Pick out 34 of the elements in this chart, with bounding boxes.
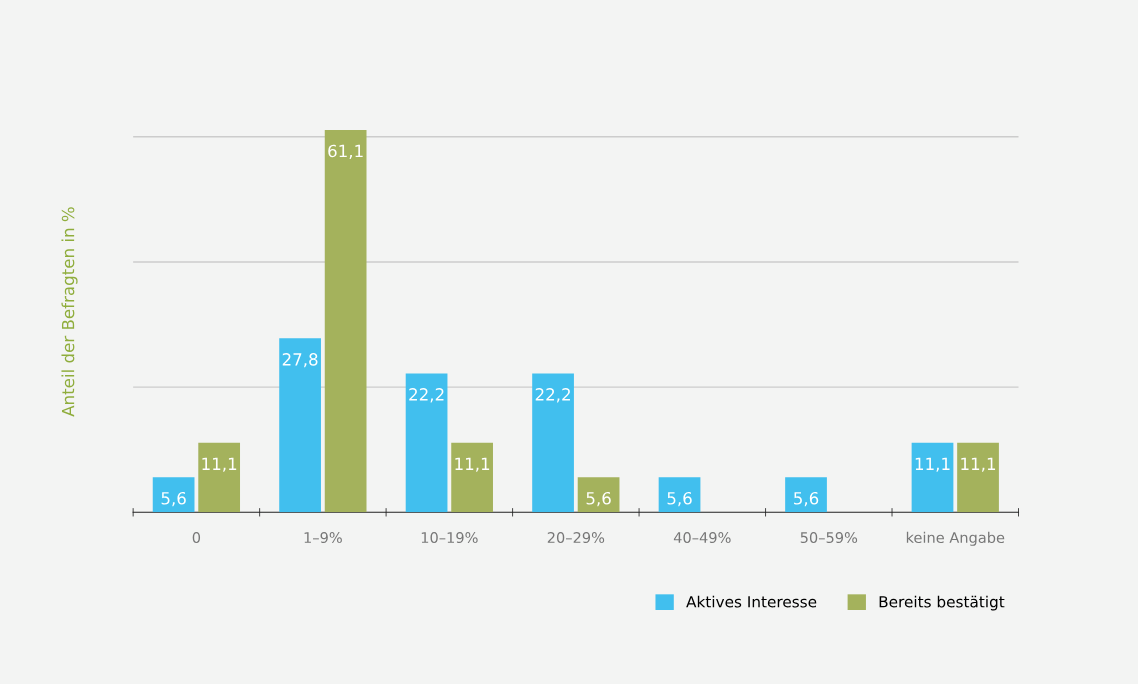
data-label: 11,1	[455, 457, 490, 472]
data-label: 22,2	[409, 388, 444, 403]
bar	[324, 129, 367, 513]
bar	[532, 373, 574, 513]
data-label: 5,6	[161, 491, 186, 507]
data-label: 27,8	[282, 353, 318, 368]
bar	[152, 477, 195, 513]
x-tick-label: 50–59%	[800, 532, 858, 544]
bar	[405, 373, 448, 513]
bar	[279, 338, 321, 513]
data-label: 61,1	[328, 144, 363, 159]
x-tick-label: 40–49%	[673, 532, 731, 544]
bar	[785, 477, 827, 513]
x-tick-label: keine Angabe	[906, 531, 1005, 546]
bar	[658, 477, 701, 513]
x-tick-label: 20–29%	[547, 532, 605, 544]
data-label: 5,6	[794, 491, 819, 507]
data-label: 22,2	[535, 388, 570, 403]
y-axis-title: Anteil der Befragten in %	[61, 207, 78, 417]
bar	[957, 442, 999, 513]
x-tick-label: 0	[192, 532, 201, 544]
data-label: 5,6	[586, 491, 611, 507]
bar	[577, 477, 620, 513]
bar	[451, 442, 493, 513]
bar	[198, 442, 241, 513]
data-label: 11,1	[961, 457, 996, 472]
x-tick-label: 10–19%	[421, 532, 478, 544]
data-label: 11,1	[202, 457, 237, 472]
x-tick-label: 1–9%	[304, 532, 342, 544]
bar	[911, 442, 954, 513]
legend-label: Bereits bestätigt	[879, 595, 1005, 611]
data-label: 5,6	[667, 491, 692, 507]
legend-label: Aktives Interesse	[686, 595, 817, 608]
data-label: 11,1	[915, 457, 950, 472]
